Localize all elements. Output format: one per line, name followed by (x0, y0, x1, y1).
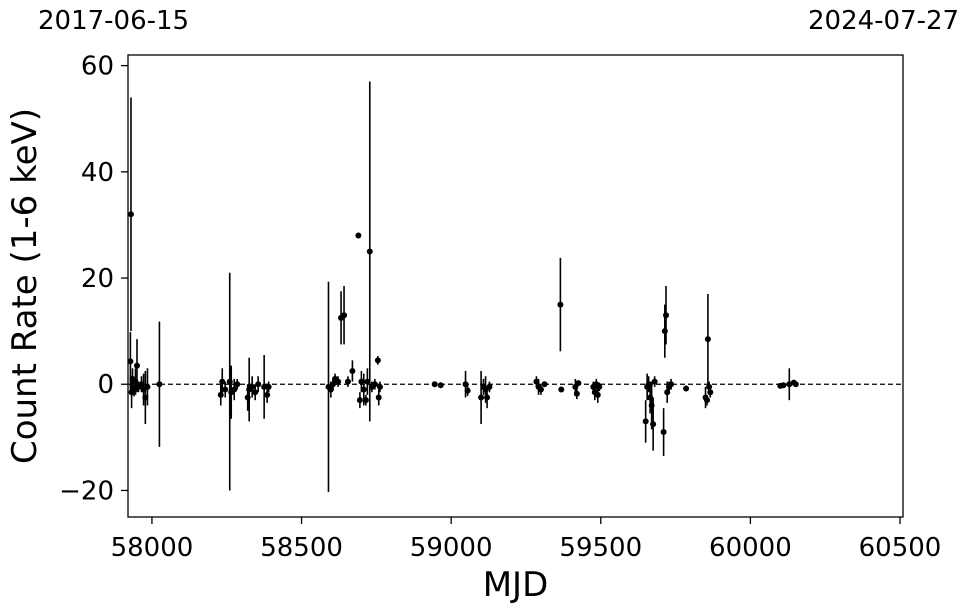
start-date-label: 2017-06-15 (38, 6, 190, 36)
data-point-77 (650, 421, 657, 428)
data-point-13 (217, 391, 224, 398)
x-tick-label: 59000 (410, 533, 493, 563)
data-point-5 (132, 378, 139, 385)
data-point-11 (144, 383, 151, 390)
data-point-72 (642, 418, 649, 425)
data-point-8 (138, 381, 145, 388)
data-point-20 (244, 394, 251, 401)
data-point-29 (327, 386, 334, 393)
data-point-49 (431, 381, 438, 388)
data-point-47 (375, 394, 382, 401)
data-point-15 (222, 386, 229, 393)
data-point-51 (462, 381, 469, 388)
y-tick-label: −20 (59, 476, 114, 506)
y-tick-label: 40 (81, 158, 114, 188)
data-point-39 (358, 378, 365, 385)
y-tick-label: 60 (81, 52, 114, 82)
data-point-46 (374, 357, 381, 364)
data-point-48 (376, 383, 383, 390)
data-point-14 (219, 378, 226, 385)
y-axis-title: Count Rate (1-6 keV) (5, 108, 45, 464)
data-point-25 (261, 383, 268, 390)
x-tick-label: 60500 (859, 533, 942, 563)
data-point-75 (647, 394, 654, 401)
data-point-58 (533, 378, 540, 385)
x-tick-label: 58000 (111, 533, 194, 563)
data-point-50 (437, 382, 444, 389)
data-point-10 (142, 394, 149, 401)
x-axis-title: MJD (483, 565, 549, 605)
end-date-label: 2024-07-27 (808, 6, 960, 36)
data-point-45 (371, 381, 378, 388)
data-point-88 (704, 336, 711, 343)
error-bars-layer (129, 81, 797, 493)
data-point-70 (594, 391, 601, 398)
data-point-36 (349, 367, 356, 374)
data-point-90 (707, 389, 714, 396)
data-points-layer (127, 211, 799, 436)
data-point-32 (335, 378, 342, 385)
data-point-74 (645, 381, 652, 388)
data-point-53 (478, 394, 485, 401)
data-point-61 (541, 381, 548, 388)
data-point-23 (252, 389, 259, 396)
data-point-24 (255, 381, 262, 388)
data-point-52 (464, 387, 471, 394)
data-point-81 (663, 312, 670, 319)
data-point-16 (226, 378, 233, 385)
x-tick-label: 58500 (260, 533, 343, 563)
x-axis: 58000 58500 59000 59500 60000 60500 (111, 517, 942, 563)
data-point-27 (265, 383, 272, 390)
data-point-87 (704, 397, 711, 404)
data-point-89 (706, 383, 713, 390)
data-point-82 (664, 389, 671, 396)
data-point-76 (648, 402, 655, 409)
data-point-1 (127, 358, 134, 365)
data-point-79 (660, 429, 667, 436)
data-point-0 (127, 211, 134, 218)
data-point-60 (537, 386, 544, 393)
data-point-78 (651, 378, 658, 385)
data-point-30 (329, 381, 336, 388)
data-point-19 (234, 381, 241, 388)
plot-frame (127, 54, 904, 518)
y-tick-label: 20 (81, 264, 114, 294)
data-point-84 (668, 381, 675, 388)
data-point-35 (344, 378, 351, 385)
data-point-57 (486, 383, 493, 390)
data-point-41 (362, 397, 369, 404)
data-point-66 (575, 380, 582, 387)
data-point-26 (264, 391, 271, 398)
data-point-40 (360, 386, 367, 393)
data-point-92 (780, 382, 787, 389)
data-point-6 (133, 362, 140, 369)
x-tick-label: 60000 (709, 533, 792, 563)
data-point-22 (249, 383, 256, 390)
data-point-62 (557, 301, 564, 308)
data-point-12 (156, 381, 163, 388)
y-axis: −20 0 20 40 60 (59, 52, 128, 506)
data-point-34 (341, 312, 348, 319)
y-tick-label: 0 (97, 370, 114, 400)
data-point-63 (558, 386, 565, 393)
data-point-95 (792, 381, 799, 388)
data-point-18 (231, 386, 238, 393)
data-point-80 (661, 328, 668, 335)
data-point-37 (355, 232, 362, 239)
data-point-38 (356, 397, 363, 404)
data-point-43 (366, 248, 373, 255)
data-point-56 (484, 394, 491, 401)
data-point-42 (364, 378, 371, 385)
data-point-71 (596, 383, 603, 390)
data-point-85 (683, 385, 690, 392)
x-tick-label: 59500 (559, 533, 642, 563)
data-point-65 (573, 390, 580, 397)
